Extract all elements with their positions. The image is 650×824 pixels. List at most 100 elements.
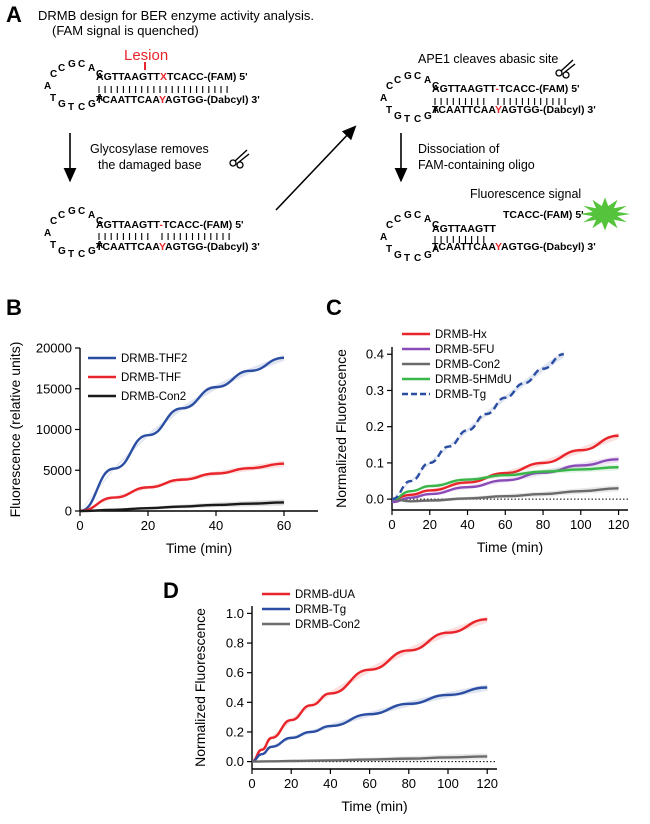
loop-base: T <box>386 105 392 116</box>
loop-base: A <box>96 93 103 104</box>
loop-base: G <box>424 111 432 122</box>
y-tick-label: 0.4 <box>226 695 244 710</box>
x-tick-label: 120 <box>476 776 498 791</box>
panel-b-chart: B 0 20 40 60 0 5000 10000 15000 20000 Time (min) Fl… <box>6 295 318 556</box>
loop-base: C <box>394 75 401 86</box>
step-glycosylase-2: the damaged base <box>98 158 202 172</box>
loop-base: C <box>414 253 421 264</box>
legend-label: DRMB-dUA <box>295 589 355 601</box>
loop-base: G <box>404 71 412 82</box>
panel-label-d: D <box>163 578 179 603</box>
step-ape1: APE1 cleaves abasic site <box>418 52 558 66</box>
y-axis-label: Normalized Fluorescence <box>333 349 349 508</box>
legend-label: DRMB-Con2 <box>435 359 500 371</box>
loop-base: A <box>424 75 431 86</box>
panel-label-b: B <box>6 295 22 320</box>
scissors-icon <box>555 59 576 79</box>
legend-label: DRMB-Con2 <box>121 391 186 403</box>
loop-base: A <box>432 105 439 116</box>
loop-base: A <box>424 214 431 225</box>
loop-base: C <box>386 220 393 231</box>
loop-base: T <box>50 93 56 104</box>
x-tick-label: 100 <box>570 517 592 532</box>
x-axis-label: Time (min) <box>166 540 232 556</box>
construct-lesion: Lesion AGTTAAGTTXTCACC-(FAM) 5' TCAATTCA… <box>96 47 260 106</box>
x-tick-label: 0 <box>248 776 255 791</box>
loop-base: C <box>78 206 85 217</box>
loop-base: C <box>432 220 439 231</box>
loop-base: C <box>78 59 85 70</box>
x-tick-label: 20 <box>141 518 155 533</box>
step-dissociation-1: Dissociation of <box>418 142 500 156</box>
loop-base: G <box>68 206 76 217</box>
y-tick-label: 20000 <box>36 341 72 356</box>
loop-base: G <box>58 99 66 110</box>
short-top-strand: AGTTAAGTT <box>432 223 497 235</box>
base-pairs <box>497 98 566 105</box>
loop-base: G <box>424 250 432 261</box>
y-tick-label: 0.0 <box>366 492 384 507</box>
series-line-drmb-thf2 <box>79 356 285 513</box>
series-line-drmb-con2 <box>391 487 619 503</box>
x-tick-label: 20 <box>423 517 437 532</box>
loop-base: G <box>68 59 76 70</box>
loop-base: T <box>404 253 410 264</box>
y-tick-label: 0.0 <box>226 754 244 769</box>
lesion-label: Lesion <box>124 47 168 64</box>
base-pairs <box>434 98 485 105</box>
legend-label: DRMB-Tg <box>295 604 346 616</box>
base-pairs <box>98 86 228 93</box>
loop-base: C <box>394 214 401 225</box>
y-tick-label: 10000 <box>36 422 72 437</box>
loop-base: C <box>58 210 65 221</box>
top-strand: AGTTAAGTTXTCACC-(FAM) 5' <box>96 71 248 83</box>
bottom-strand: TCAATTCAAYAGTGG-(Dabcyl) 3' <box>432 104 596 116</box>
bottom-strand: TCAATTCAAYAGTGG-(Dabcyl) 3' <box>432 241 596 253</box>
x-axis-label: Time (min) <box>341 798 407 814</box>
released-oligo: TCACC-(FAM) 5' <box>503 209 584 221</box>
construct-dissociated: Fluorescence signal TCACC-(FAM) 5' AGTTA… <box>432 187 631 253</box>
loop-base: G <box>394 250 402 261</box>
y-axis-label: Normalized Fluorescence <box>192 608 208 767</box>
construct-abasic: AGTTAAGTT-TCACC-(FAM) 5' TCAATTCAAYAGTGG… <box>96 219 260 253</box>
y-tick-label: 0.6 <box>226 665 244 680</box>
fluorescence-burst-icon <box>579 197 631 231</box>
x-tick-label: 40 <box>323 776 337 791</box>
y-tick-label: 0.1 <box>366 455 384 470</box>
x-tick-label: 80 <box>536 517 550 532</box>
series-band <box>392 464 619 500</box>
loop-base: C <box>78 102 85 113</box>
bottom-strand: TCAATTCAAYAGTGG-(Dabcyl) 3' <box>96 241 260 253</box>
loop-base: C <box>96 69 103 80</box>
loop-base: C <box>414 210 421 221</box>
loop-base: A <box>380 93 387 104</box>
y-tick-label: 0 <box>65 504 72 519</box>
series-line-drmb-dua <box>251 618 488 763</box>
fluorescence-signal-label: Fluorescence signal <box>470 187 581 201</box>
loop-base: T <box>386 244 392 255</box>
y-axis-label: Fluorescence (relative units) <box>7 342 23 518</box>
loop-base: C <box>50 216 57 227</box>
x-tick-label: 0 <box>76 518 83 533</box>
series-band <box>392 351 564 500</box>
x-tick-label: 60 <box>277 518 291 533</box>
loop-base: G <box>88 99 96 110</box>
loop-base: A <box>44 81 51 92</box>
loop-base: G <box>58 246 66 257</box>
arrow-diagonal <box>275 125 357 211</box>
loop-base: G <box>404 210 412 221</box>
series-line-drmb-thf <box>79 462 285 513</box>
series-band <box>392 432 619 500</box>
step-glycosylase-1: Glycosylase removes <box>90 142 209 156</box>
x-tick-label: 60 <box>498 517 512 532</box>
x-tick-label: 0 <box>388 517 395 532</box>
loop-base: G <box>394 111 402 122</box>
loop-base: A <box>432 244 439 255</box>
legend-label: DRMB-THF2 <box>121 353 187 365</box>
y-tick-label: 5000 <box>43 463 72 478</box>
panel-a-subtitle: (FAM signal is quenched) <box>52 23 199 38</box>
series-line-drmb-con2 <box>79 501 285 513</box>
legend-label: DRMB-Tg <box>435 389 486 401</box>
